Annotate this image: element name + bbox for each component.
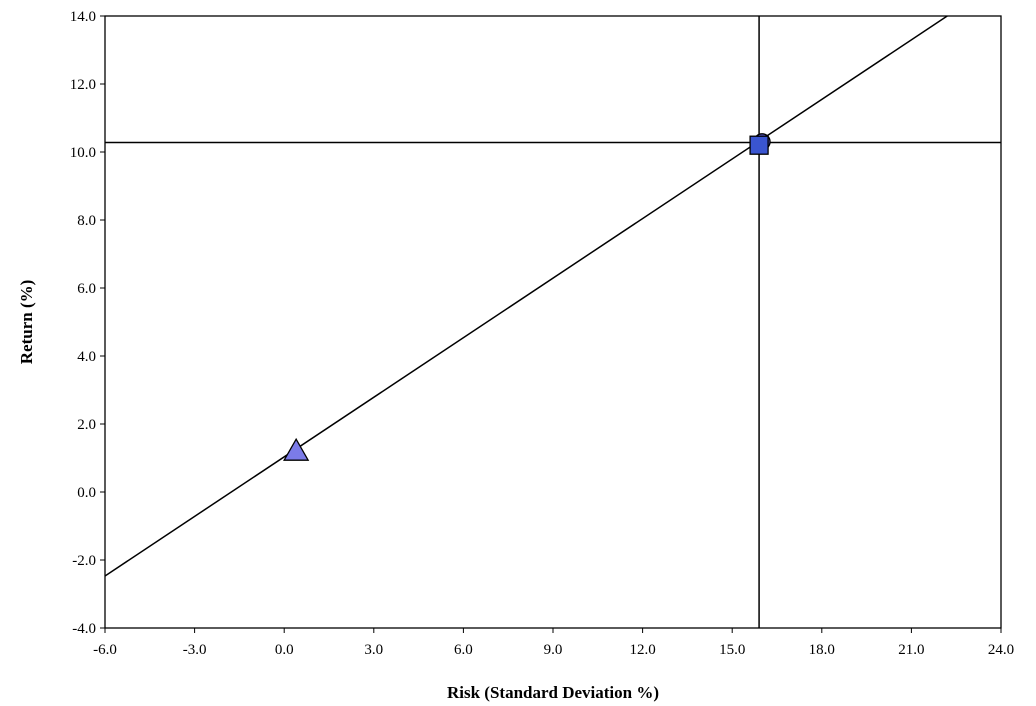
y-tick-label: 8.0 — [77, 213, 96, 229]
x-tick-label: 12.0 — [629, 642, 655, 658]
y-tick-label: 6.0 — [77, 281, 96, 297]
x-tick-label: 15.0 — [719, 642, 745, 658]
y-axis-label: Return (%) — [17, 280, 36, 365]
y-tick-label: -4.0 — [72, 621, 96, 637]
y-tick-label: -2.0 — [72, 553, 96, 569]
capital-market-line-group — [105, 16, 948, 577]
x-tick-label: 0.0 — [275, 642, 294, 658]
x-tick-label: 9.0 — [544, 642, 563, 658]
square-marker — [749, 135, 769, 155]
y-tick-label: 2.0 — [77, 417, 96, 433]
x-tick-label: 24.0 — [988, 642, 1014, 658]
triangle-marker — [283, 437, 310, 461]
x-tick-label: 6.0 — [454, 642, 473, 658]
x-axis-label: Risk (Standard Deviation %) — [447, 683, 659, 702]
y-tick-label: 0.0 — [77, 485, 96, 501]
y-tick-label: 10.0 — [70, 145, 96, 161]
y-axis-ticks: -4.0 -2.0 0.0 2.0 4.0 6.0 8.0 10.0 12.0 14.0 — [70, 9, 105, 637]
y-tick-label: 4.0 — [77, 349, 96, 365]
x-tick-label: 18.0 — [809, 642, 835, 658]
y-tick-label: 12.0 — [70, 77, 96, 93]
x-tick-label: 21.0 — [898, 642, 924, 658]
x-tick-label: -6.0 — [93, 642, 117, 658]
plot-area-frame — [104, 15, 1002, 629]
x-tick-label: -3.0 — [183, 642, 207, 658]
x-axis-ticks: -6.0 -3.0 0.0 3.0 6.0 9.0 12.0 15.0 18.0 21.0 24.0 — [93, 628, 1014, 658]
x-tick-label: 3.0 — [364, 642, 383, 658]
y-tick-label: 14.0 — [70, 9, 96, 25]
reference-lines — [105, 16, 1001, 628]
capital-market-line — [105, 16, 948, 577]
markers-group — [283, 133, 771, 461]
